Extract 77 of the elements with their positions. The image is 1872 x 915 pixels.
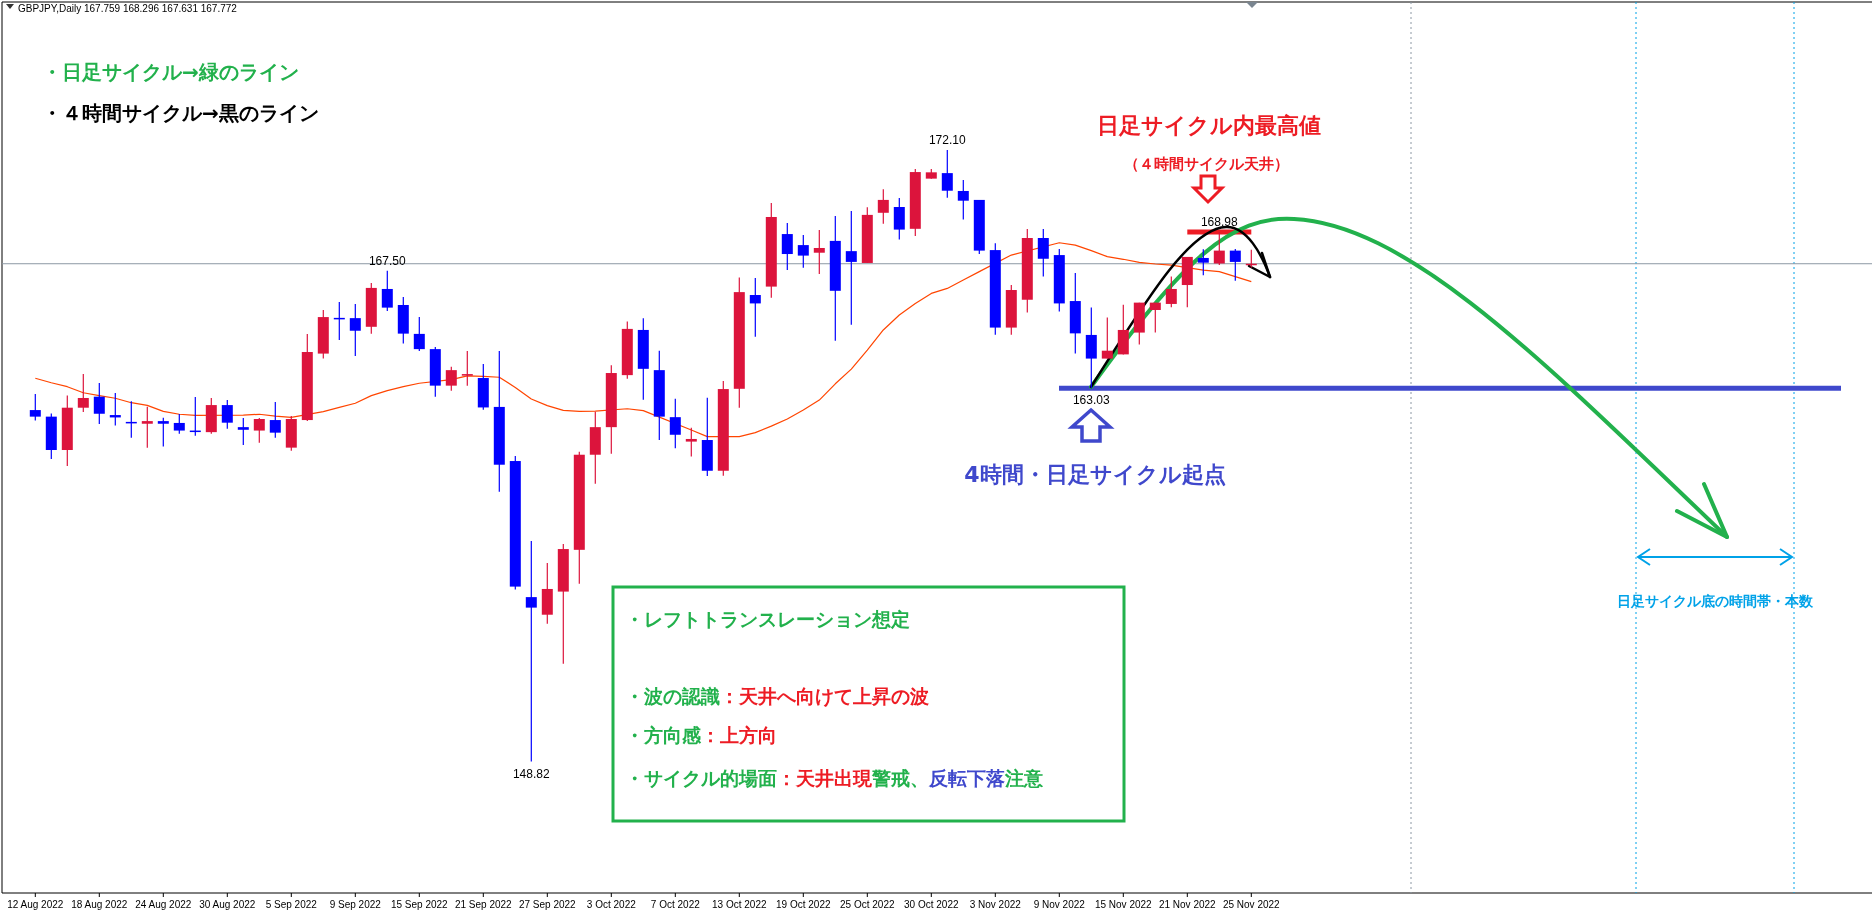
x-tick-label: 12 Aug 2022	[7, 899, 64, 910]
candlestick	[781, 222, 793, 271]
x-tick-label: 27 Sep 2022	[518, 899, 577, 910]
candlestick	[797, 234, 809, 269]
candlestick	[237, 417, 249, 446]
candlestick	[1037, 228, 1049, 278]
x-tick-label: 13 Oct 2022	[712, 899, 767, 910]
candlestick	[1213, 231, 1225, 266]
candlestick	[1149, 302, 1161, 334]
text: 日足サイクル内最高値	[1097, 113, 1321, 138]
text: 注意	[1004, 767, 1044, 789]
x-tick-label: 24 Aug 2022	[135, 899, 192, 910]
annotation: 4時間・日足サイクル起点	[964, 462, 1226, 487]
x-tick-label: 15 Sep 2022	[390, 899, 449, 910]
x-tick-label: 3 Nov 2022	[969, 899, 1022, 910]
text: ：天井出現	[777, 767, 873, 789]
annotation: ：天井へ向けて上昇の波	[720, 685, 929, 707]
candlestick	[749, 277, 761, 338]
candlestick	[413, 316, 425, 352]
candlestick	[669, 398, 681, 449]
candlestick	[173, 413, 185, 435]
candlestick	[445, 366, 457, 392]
candlestick	[221, 399, 233, 430]
annotation: 168.98	[1200, 214, 1238, 229]
candlestick	[525, 540, 537, 763]
x-tick-label: 21 Nov 2022	[1158, 899, 1217, 910]
candlestick	[29, 393, 41, 422]
candlestick	[941, 149, 953, 199]
x-tick-label: 21 Sep 2022	[454, 899, 513, 910]
candlestick	[813, 229, 825, 275]
candlestick	[93, 382, 105, 425]
annotation: ：上方向	[701, 724, 777, 746]
candlestick	[685, 427, 697, 458]
annotation: 172.10	[928, 133, 966, 147]
annotation: 167.50	[368, 253, 406, 268]
candlestick	[461, 350, 473, 387]
candlestick	[1165, 276, 1177, 308]
candlestick	[269, 401, 281, 439]
x-tick-label: 5 Sep 2022	[265, 899, 318, 910]
annotation: （４時間サイクル天井）	[1123, 155, 1289, 173]
candlestick	[1101, 317, 1113, 360]
candlestick	[77, 373, 89, 413]
annotation: 148.82	[512, 766, 550, 781]
x-tick-label: 25 Nov 2022	[1222, 899, 1281, 910]
annotation: ・方向感	[625, 724, 702, 746]
candlestick	[157, 417, 169, 448]
candlestick	[893, 197, 905, 241]
candlestick	[349, 303, 361, 357]
text: 警戒、	[871, 767, 929, 789]
candlestick	[1085, 307, 1097, 389]
x-tick-label: 9 Sep 2022	[329, 899, 382, 910]
candlestick	[877, 188, 889, 225]
annotation: ・波の認識	[625, 685, 720, 707]
candlestick	[1197, 248, 1209, 276]
candlestick	[141, 406, 153, 449]
candlestick	[381, 270, 393, 312]
annotation: 163.03	[1072, 393, 1110, 408]
x-tick-label: 30 Oct 2022	[904, 899, 959, 910]
text: ・サイクル的場面	[625, 767, 777, 789]
x-tick-label: 7 Oct 2022	[650, 899, 701, 910]
candlestick	[845, 210, 857, 326]
text: 日足サイクル底の時間帯・本数	[1617, 593, 1814, 609]
text: ・日足サイクル→緑のライン	[42, 60, 299, 84]
x-tick-label: 9 Nov 2022	[1033, 899, 1086, 910]
x-tick-label: 15 Nov 2022	[1094, 899, 1153, 910]
x-tick-label: 30 Aug 2022	[199, 899, 256, 910]
x-tick-label: 3 Oct 2022	[586, 899, 637, 910]
annotation: ・レフトトランスレーション想定	[625, 608, 910, 630]
x-tick-label: 25 Oct 2022	[840, 899, 895, 910]
text: 反転下落	[928, 767, 1005, 789]
x-tick-label: 18 Aug 2022	[71, 899, 128, 910]
x-tick-label: 19 Oct 2022	[776, 899, 831, 910]
candlestick	[253, 417, 265, 444]
chart-title: GBPJPY,Daily 167.759 168.296 167.631 167.772	[18, 3, 238, 14]
candlestick	[957, 179, 969, 221]
candlestick	[1229, 248, 1241, 282]
text: ・４時間サイクル→黒のライン	[42, 101, 319, 125]
